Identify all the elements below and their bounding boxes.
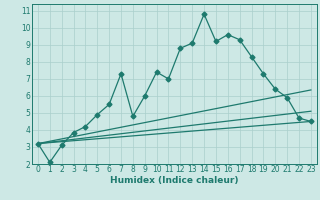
X-axis label: Humidex (Indice chaleur): Humidex (Indice chaleur) [110,176,239,185]
